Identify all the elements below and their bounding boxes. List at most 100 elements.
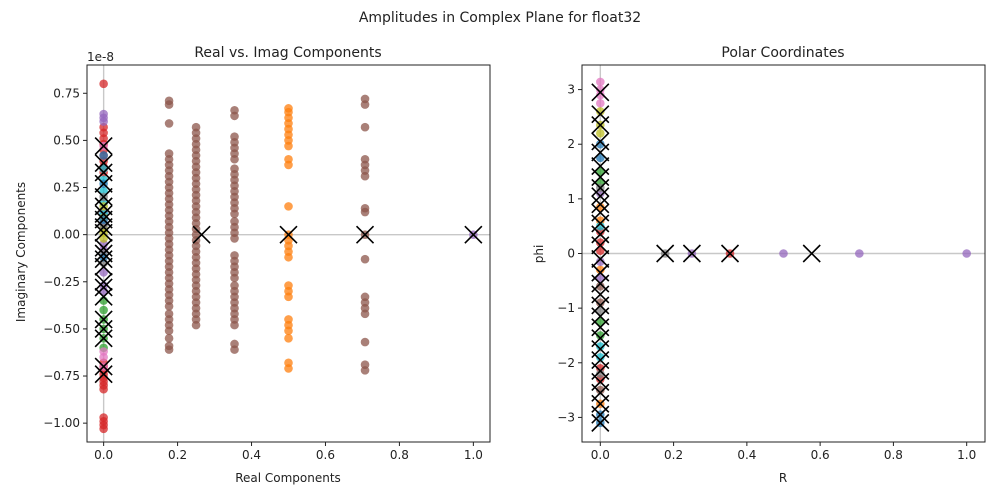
x-tick-label: 0.8 bbox=[390, 448, 409, 462]
data-point bbox=[284, 202, 293, 211]
x-marker bbox=[94, 329, 113, 348]
x-marker bbox=[94, 257, 113, 276]
data-point bbox=[99, 117, 108, 126]
data-point bbox=[596, 238, 605, 247]
x-marker bbox=[192, 225, 211, 244]
data-point bbox=[360, 366, 370, 375]
data-point bbox=[284, 292, 293, 302]
x-tick-label: 0.6 bbox=[316, 448, 335, 462]
x-marker bbox=[591, 405, 610, 424]
data-point bbox=[360, 122, 370, 132]
data-point bbox=[596, 369, 605, 379]
x-marker bbox=[591, 413, 610, 432]
data-point bbox=[596, 77, 605, 87]
x-marker bbox=[94, 287, 113, 306]
x-tick-label: 0.2 bbox=[664, 448, 683, 462]
x-marker bbox=[591, 249, 610, 269]
data-point bbox=[99, 79, 108, 89]
data-point bbox=[596, 221, 605, 231]
data-point bbox=[284, 141, 293, 151]
point-layer bbox=[596, 77, 971, 428]
x-marker bbox=[591, 178, 610, 198]
x-tick-label: 0.0 bbox=[94, 448, 113, 462]
x-marker bbox=[591, 83, 610, 102]
x-marker bbox=[94, 278, 113, 297]
x-marker bbox=[279, 225, 298, 244]
data-point bbox=[99, 424, 108, 434]
y-tick-label: 0.25 bbox=[53, 181, 80, 195]
data-point bbox=[596, 306, 605, 316]
data-point bbox=[596, 246, 605, 256]
data-point bbox=[779, 249, 788, 258]
data-point bbox=[596, 385, 605, 395]
y-axis-label-phi: phi bbox=[532, 245, 546, 264]
data-point bbox=[230, 273, 239, 283]
data-point bbox=[284, 364, 293, 373]
x-tick-label: 0.2 bbox=[168, 448, 187, 462]
x-marker-layer bbox=[94, 136, 483, 384]
data-point bbox=[191, 320, 201, 330]
data-point bbox=[164, 119, 174, 128]
x-marker-layer bbox=[591, 83, 821, 432]
x-marker bbox=[591, 187, 610, 206]
x-marker bbox=[94, 357, 113, 376]
y-tick-label: 1 bbox=[567, 192, 575, 206]
data-point bbox=[284, 326, 293, 336]
figure-suptitle: Amplitudes in Complex Plane for float32 bbox=[359, 10, 641, 26]
x-marker bbox=[94, 187, 113, 207]
data-point bbox=[360, 337, 370, 347]
axes-frame bbox=[86, 64, 491, 443]
data-point bbox=[164, 334, 174, 343]
axes-title-real-imag: Real vs. Imag Components bbox=[194, 45, 381, 61]
data-point bbox=[855, 249, 864, 258]
x-marker bbox=[682, 244, 701, 263]
x-axis-label-r: R bbox=[779, 471, 787, 485]
data-point bbox=[596, 98, 605, 108]
data-point bbox=[596, 353, 605, 362]
data-point bbox=[360, 254, 370, 264]
data-point bbox=[99, 352, 108, 362]
y-tick-label: 0.75 bbox=[53, 86, 80, 100]
data-point bbox=[164, 326, 174, 336]
x-marker bbox=[94, 136, 113, 156]
data-point bbox=[360, 309, 370, 319]
data-point bbox=[230, 320, 239, 330]
data-point bbox=[596, 342, 605, 351]
data-point bbox=[164, 301, 174, 311]
data-point bbox=[596, 107, 605, 116]
data-point bbox=[596, 317, 605, 327]
x-marker bbox=[591, 116, 610, 135]
data-point bbox=[164, 345, 174, 354]
data-point bbox=[230, 111, 239, 121]
x-marker bbox=[94, 310, 113, 329]
data-point bbox=[284, 160, 293, 170]
x-tick-label: 0.4 bbox=[242, 448, 261, 462]
axes-title-polar: Polar Coordinates bbox=[721, 45, 844, 61]
x-tick-label: 0.0 bbox=[591, 448, 610, 462]
x-tick-label: 1.0 bbox=[464, 448, 483, 462]
x-axis-label-real: Real Components bbox=[235, 471, 341, 485]
x-marker bbox=[94, 210, 113, 229]
x-marker bbox=[94, 218, 113, 237]
data-point bbox=[360, 171, 370, 181]
x-marker bbox=[355, 225, 375, 244]
data-point bbox=[99, 384, 108, 394]
x-marker bbox=[94, 244, 113, 263]
data-point bbox=[99, 268, 108, 277]
x-marker bbox=[656, 244, 675, 263]
y-tick-label: 2 bbox=[567, 137, 575, 151]
x-marker bbox=[94, 365, 113, 384]
x-marker bbox=[591, 143, 610, 162]
x-marker bbox=[720, 244, 740, 263]
axes-polar: Polar Coordinates R phi 0.0 0.2 0.4 0.6 0.8 1… bbox=[532, 45, 986, 485]
y-tick-label: −0.25 bbox=[43, 275, 80, 289]
x-marker bbox=[94, 319, 113, 338]
data-point bbox=[230, 234, 239, 243]
y-tick-label: −1 bbox=[557, 301, 575, 315]
data-point bbox=[99, 151, 108, 160]
data-point bbox=[596, 167, 605, 176]
data-point bbox=[596, 281, 605, 291]
x-marker bbox=[94, 223, 113, 242]
x-tick-label: 0.8 bbox=[884, 448, 903, 462]
